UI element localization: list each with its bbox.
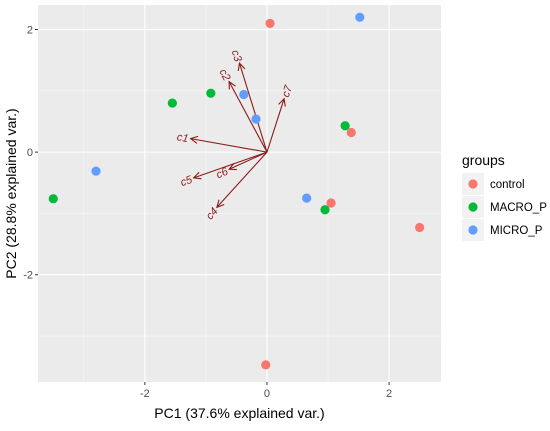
point-MACRO_P — [206, 88, 216, 98]
x-tick-label: 0 — [264, 388, 270, 400]
loading-label-c6: c6 — [214, 165, 230, 181]
point-MACRO_P — [167, 98, 177, 108]
point-control — [326, 198, 336, 208]
point-MICRO_P — [355, 12, 365, 22]
loading-arrow-c1 — [190, 138, 268, 153]
loading-arrow-c4 — [216, 151, 268, 208]
arrow-head-c4 — [216, 199, 225, 209]
point-MACRO_P — [340, 121, 350, 131]
loading-label-c2: c2 — [216, 67, 232, 83]
loading-arrow-c6 — [228, 151, 268, 170]
loading-arrow-c5 — [193, 151, 268, 179]
loading-arrow-c2 — [228, 81, 268, 153]
axes: -2 0 2 -2 0 2 — [23, 25, 392, 400]
arrow-head-c3 — [237, 62, 246, 72]
arrow-head-c5 — [192, 171, 202, 180]
x-tick-label: 2 — [386, 388, 392, 400]
x-tick-label: -2 — [140, 388, 150, 400]
point-MICRO_P — [91, 166, 101, 176]
y-tick-label: 2 — [27, 25, 33, 37]
legend-label-MICRO_P: MICRO_P — [490, 225, 543, 237]
point-MICRO_P — [302, 193, 312, 203]
y-tick-label: -2 — [23, 270, 33, 282]
legend: groups control MACRO_P MICRO_P — [462, 152, 547, 241]
point-control — [265, 18, 275, 28]
point-MACRO_P — [320, 205, 330, 215]
legend-key-MICRO_P — [468, 225, 478, 235]
data-points — [48, 12, 425, 370]
legend-title: groups — [462, 152, 505, 168]
point-MACRO_P — [48, 194, 58, 204]
loading-label-c1: c1 — [176, 131, 190, 145]
arrow-head-c6 — [227, 162, 237, 171]
point-MICRO_P — [239, 89, 249, 100]
arrow-head-c7 — [278, 97, 286, 107]
point-control — [346, 127, 356, 138]
legend-label-control: control — [490, 179, 525, 191]
plot-panel — [38, 5, 441, 382]
arrow-head-c1 — [189, 135, 199, 144]
point-MICRO_P — [251, 114, 261, 124]
x-axis-title: PC1 (37.6% explained var.) — [154, 405, 324, 421]
y-axis-title: PC2 (28.8% explained var.) — [3, 108, 19, 278]
arrow-head-c2 — [228, 80, 236, 90]
legend-label-MACRO_P: MACRO_P — [490, 202, 547, 214]
y-tick-label: 0 — [27, 147, 33, 159]
loading-label-c3: c3 — [229, 49, 244, 64]
point-control — [415, 222, 425, 233]
grid-major — [38, 5, 441, 382]
legend-key-control — [468, 179, 478, 189]
loading-arrow-c3 — [238, 63, 268, 153]
grid-minor — [38, 5, 441, 382]
point-control — [261, 360, 271, 370]
legend-key-MACRO_P — [468, 202, 478, 212]
loading-label-c5: c5 — [179, 174, 195, 189]
loading-label-c7: c7 — [280, 83, 295, 99]
loading-arrow-c7 — [266, 98, 285, 153]
